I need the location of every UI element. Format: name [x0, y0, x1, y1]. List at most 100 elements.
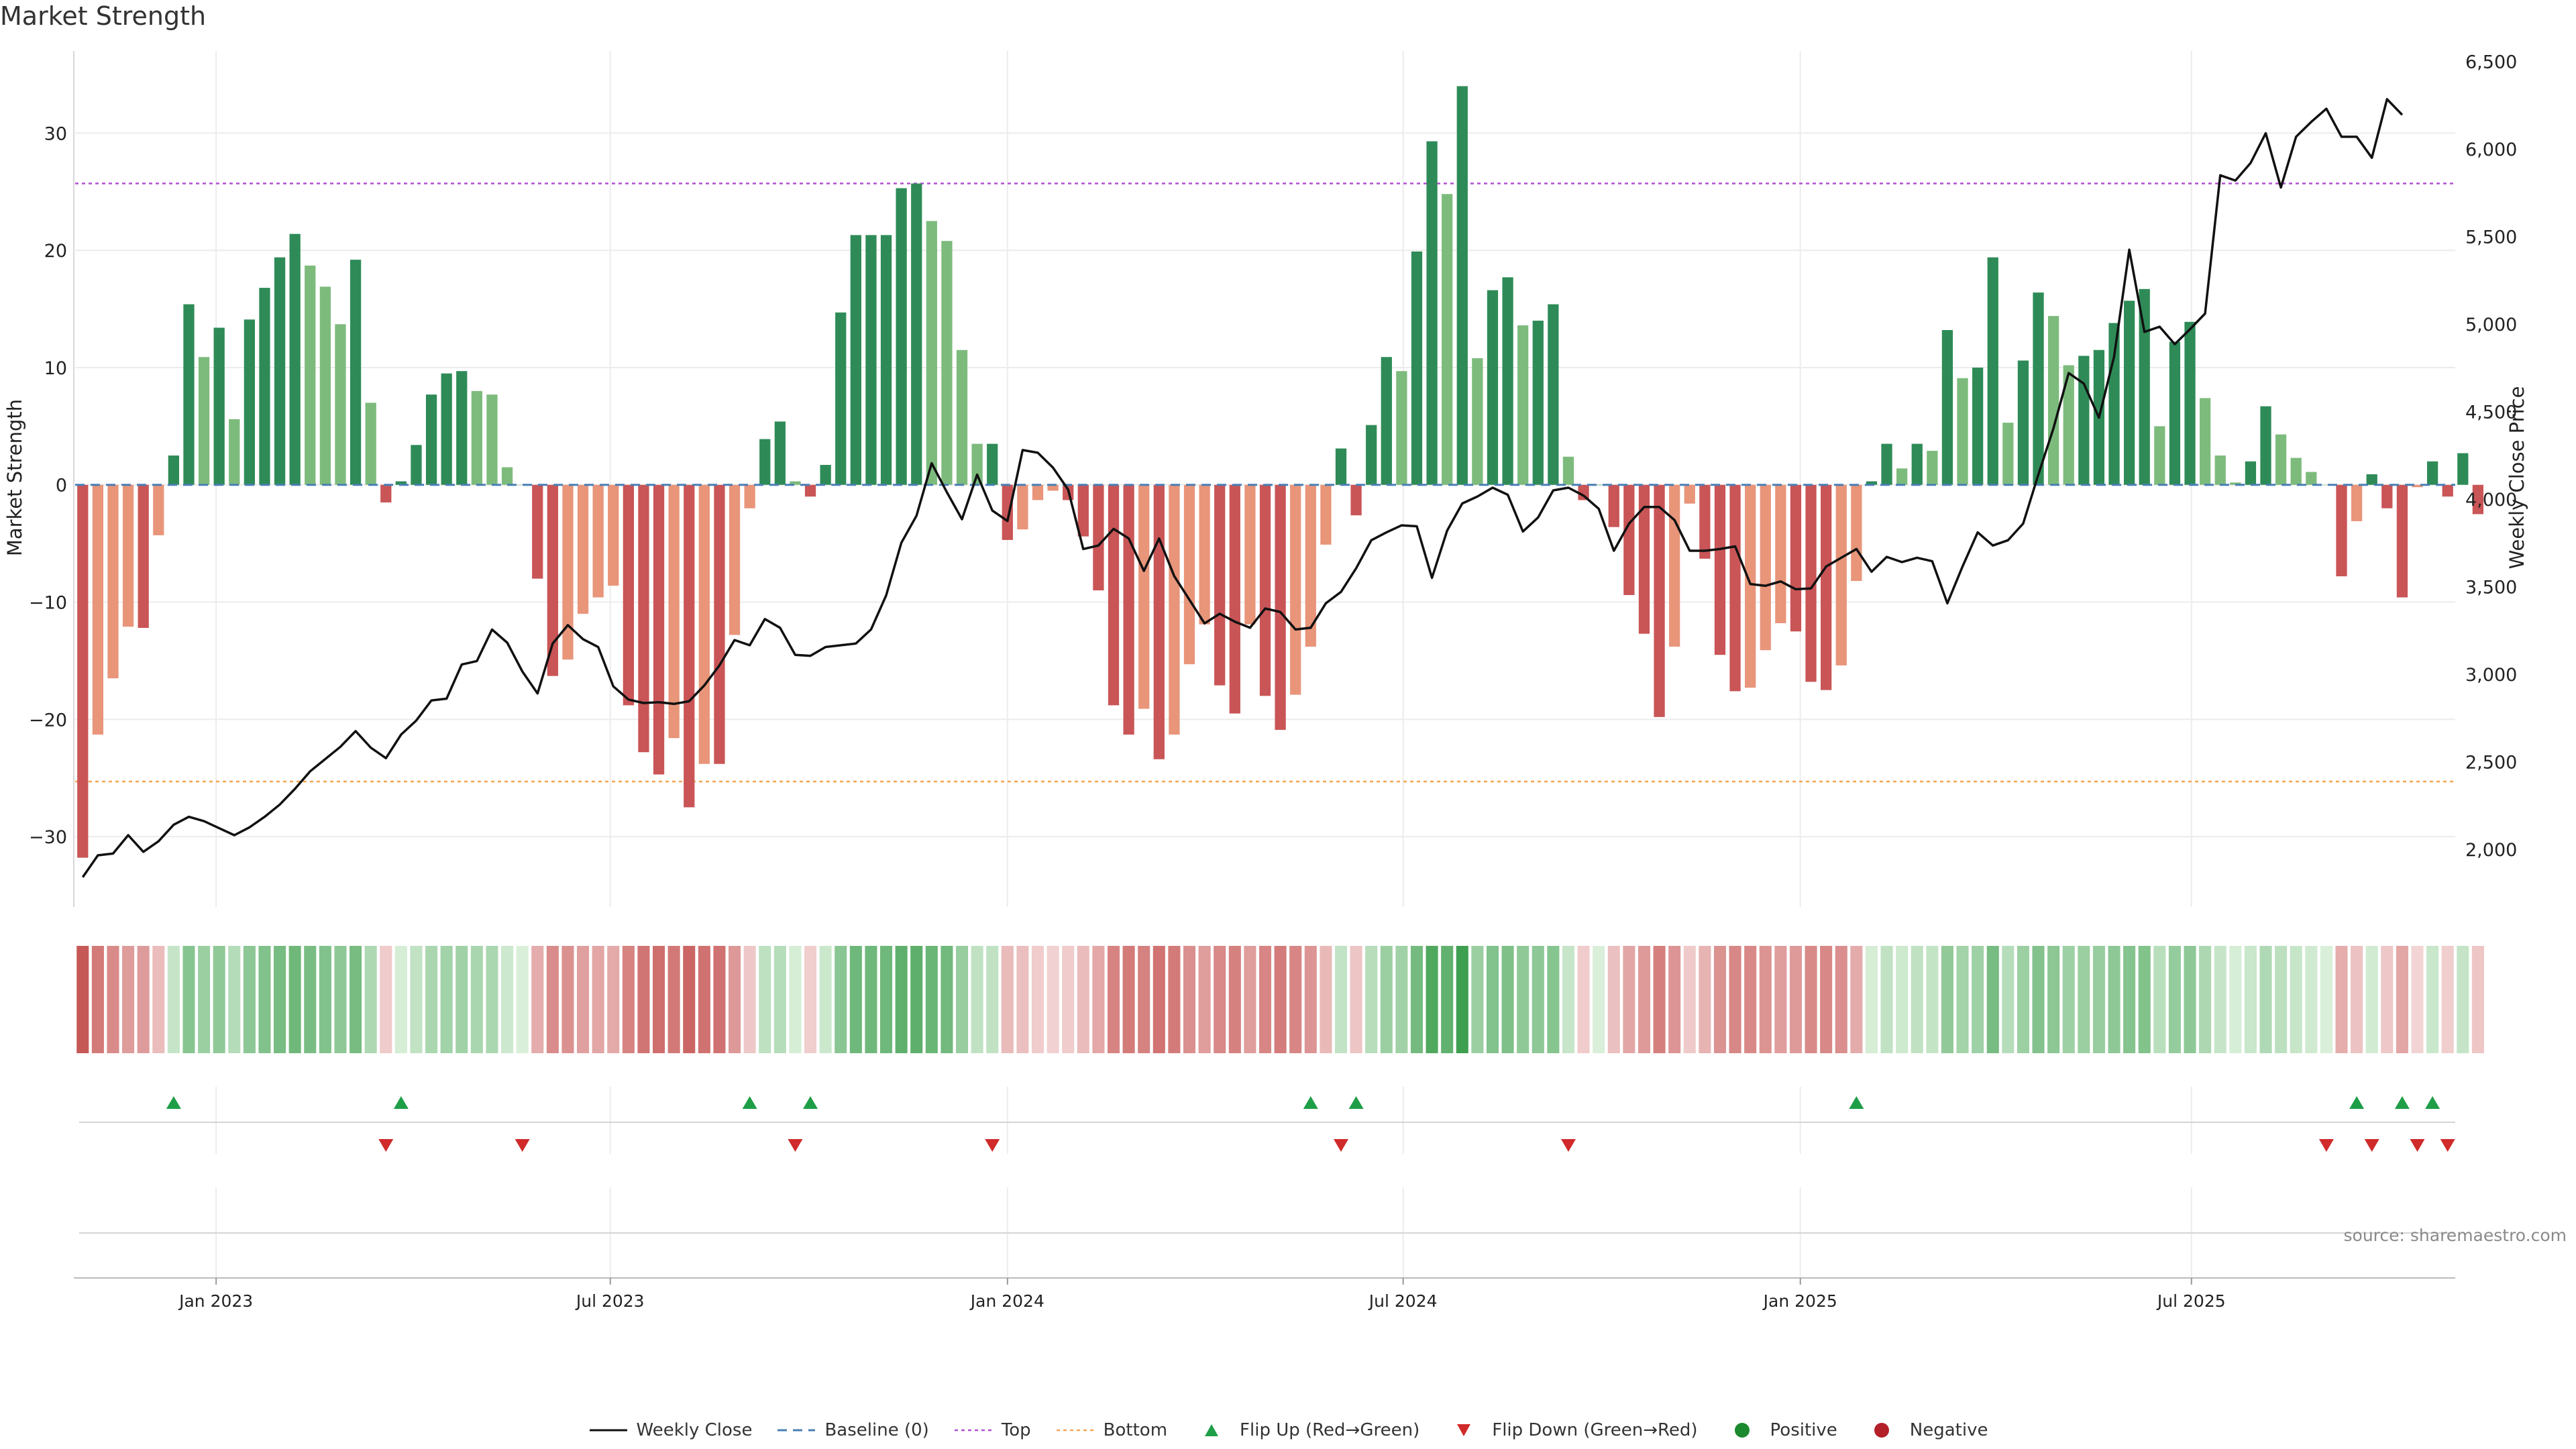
strength-bar: [1927, 451, 1938, 485]
heat-cell: [2335, 946, 2348, 1053]
strength-bar: [2214, 455, 2226, 485]
heat-cell: [288, 946, 301, 1053]
reference-lines: [75, 182, 2455, 783]
y-tick-label-left: −30: [29, 827, 67, 848]
strength-bar: [2306, 472, 2317, 485]
legend-label: Bottom: [1103, 1420, 1168, 1440]
flip-up-marker: [166, 1096, 181, 1109]
strength-bar: [289, 233, 301, 485]
strength-bar: [1108, 484, 1120, 706]
x-tick-label: Jan 2025: [1762, 1291, 1837, 1311]
strength-bar: [2275, 434, 2287, 485]
heat-cell: [1911, 946, 1923, 1053]
strength-bar: [213, 327, 225, 485]
strength-bar: [1442, 194, 1453, 485]
strength-bar: [1153, 484, 1165, 759]
flip-up-marker: [742, 1096, 757, 1109]
heat-cell: [1077, 946, 1089, 1053]
y-tick-label-right: 6,500: [2465, 52, 2517, 73]
heat-cell: [1258, 946, 1272, 1053]
heat-cell: [2365, 946, 2378, 1053]
strength-bar: [1426, 141, 1438, 485]
heat-cell: [683, 946, 696, 1053]
strength-bar: [2260, 406, 2271, 485]
strength-bar: [1456, 86, 1468, 485]
heat-cell: [1152, 946, 1165, 1053]
strength-bar: [1002, 484, 1013, 540]
heat-cell: [1092, 946, 1105, 1053]
heat-cell: [986, 946, 999, 1053]
strength-bar: [638, 484, 649, 753]
heat-cell: [1547, 946, 1560, 1053]
strength-bar: [486, 394, 498, 485]
strength-bar: [744, 484, 755, 508]
y-tick-label-left: −10: [29, 593, 67, 614]
flip-up-marker: [2394, 1096, 2410, 1109]
heat-cell: [1289, 946, 1302, 1053]
strength-bar: [1335, 448, 1347, 485]
strength-bar: [1032, 484, 1044, 500]
legend: Weekly Close Baseline (0) Top Bottom Flip Up…: [0, 1420, 2576, 1440]
strength-bar: [1077, 484, 1089, 537]
heat-cell: [76, 946, 89, 1053]
heat-cell: [2411, 946, 2424, 1053]
heat-cell: [1850, 946, 1863, 1053]
strength-bar: [1638, 484, 1650, 634]
heat-cell: [1668, 946, 1681, 1053]
heat-cell: [501, 946, 514, 1053]
flip-up-marker: [1849, 1096, 1864, 1109]
heat-cell: [1638, 946, 1651, 1053]
heat-cell: [1183, 946, 1196, 1053]
heat-strip: [76, 946, 2484, 1053]
strength-bar: [456, 371, 468, 485]
heat-cell: [2244, 946, 2257, 1053]
heat-cell: [1426, 946, 1438, 1053]
strength-bar: [850, 235, 861, 485]
strength-bar: [425, 394, 437, 485]
heat-cell: [1789, 946, 1802, 1053]
heat-cell: [1471, 946, 1484, 1053]
heat-cell: [319, 946, 331, 1053]
strength-bar: [1305, 484, 1316, 647]
flip-down-marker: [2410, 1139, 2425, 1152]
strength-bar: [698, 484, 710, 764]
legend-swatch-flip-down: [1457, 1424, 1471, 1436]
heat-cell: [198, 946, 211, 1053]
flip-up-marker: [393, 1096, 409, 1109]
heat-cell: [258, 946, 271, 1053]
heat-cell: [1972, 946, 1984, 1053]
heat-cell: [561, 946, 574, 1053]
legend-swatch-weekly-close: [589, 1429, 627, 1432]
strength-bar: [2108, 323, 2120, 485]
strength-bar: [380, 484, 392, 502]
heat-cell: [1880, 946, 1893, 1053]
heat-cell: [2168, 946, 2181, 1053]
strength-bar: [1548, 304, 1559, 485]
strength-bar: [2123, 301, 2135, 485]
strength-bar: [2381, 484, 2393, 508]
flip-up-marker: [803, 1096, 818, 1109]
flip-up-marker: [2349, 1096, 2365, 1109]
heat-cell: [1365, 946, 1378, 1053]
heat-cell: [1744, 946, 1757, 1053]
y-tick-label-left: −20: [29, 710, 67, 731]
legend-swatch-top: [954, 1429, 992, 1432]
heat-cell: [1214, 946, 1226, 1053]
heat-cell: [804, 946, 817, 1053]
strength-bar: [1775, 484, 1786, 623]
heat-cell: [243, 946, 256, 1053]
strength-bar: [1487, 290, 1499, 485]
strength-bar: [1229, 484, 1240, 714]
legend-item-top: Top: [953, 1420, 1031, 1440]
heat-cell: [1168, 946, 1181, 1053]
heat-cell: [2275, 946, 2288, 1053]
y-tick-label-right: 4,000: [2465, 490, 2517, 511]
strength-bar: [1896, 468, 1908, 485]
heat-cell: [1805, 946, 1817, 1053]
strength-bar: [2412, 484, 2423, 488]
strength-bar: [1381, 357, 1392, 485]
strength-bar: [365, 402, 376, 485]
strength-bar: [987, 443, 998, 485]
strength-bar: [1532, 321, 1544, 485]
heat-cell: [425, 946, 438, 1053]
